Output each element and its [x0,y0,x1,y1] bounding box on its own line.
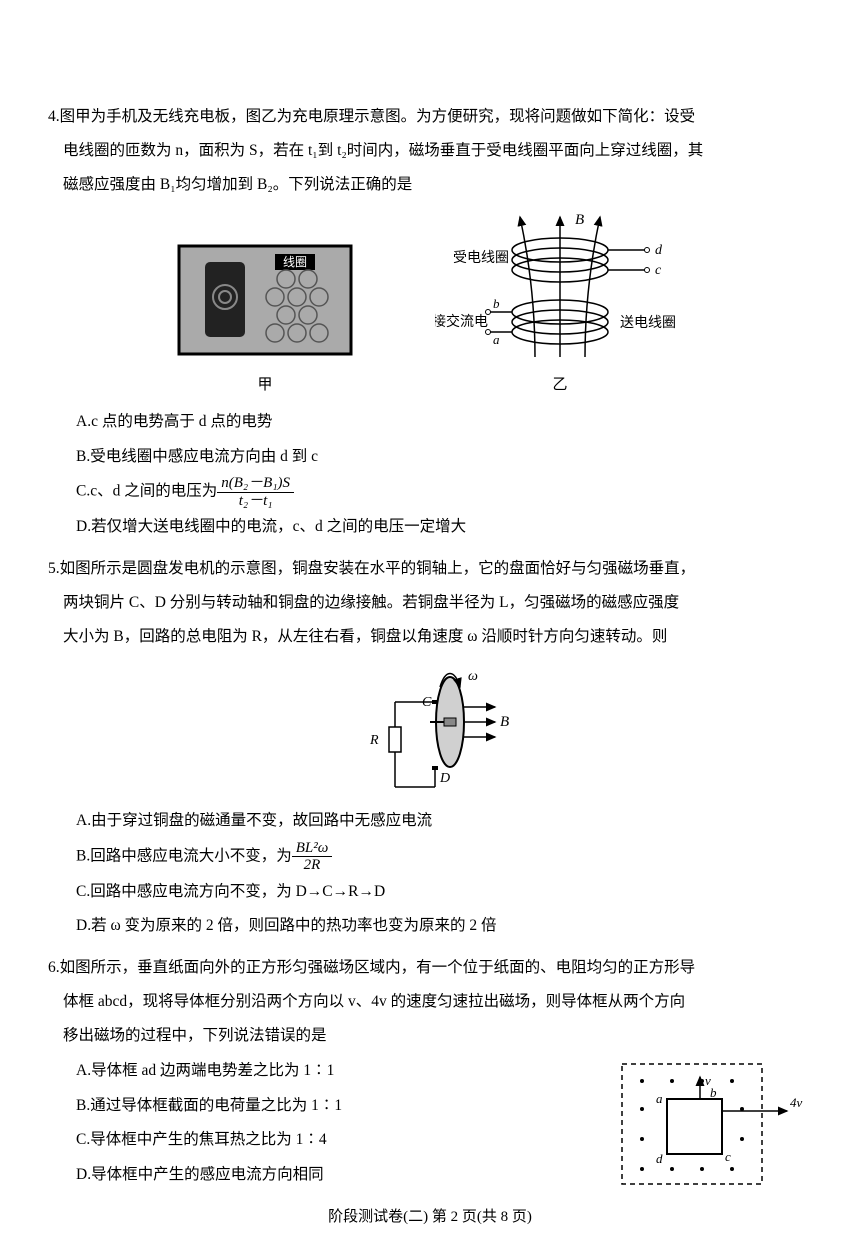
svg-text:d: d [655,243,663,258]
svg-text:c: c [655,263,662,278]
svg-text:受电线圈: 受电线圈 [453,250,509,266]
q4-fig-yi: B d c 受电线圈 b a [435,212,685,394]
q5-line2: 两块铜片 C、D 分别与转动轴和铜盘的边缘接触。若铜盘半径为 L，匀强磁场的磁感… [48,586,812,620]
q4-number: 4. [48,108,60,125]
q5-optD: D.若 ω 变为原来的 2 倍，则回路中的热功率也变为原来的 2 倍 [76,910,812,943]
q4-line1: 图甲为手机及无线充电板，图乙为充电原理示意图。为方便研究，现将问题做如下简化：设… [60,108,696,125]
q5-number: 5. [48,560,60,577]
q5-optA: A.由于穿过铜盘的磁通量不变，故回路中无感应电流 [76,805,812,838]
q4-optC: C.c、d 之间的电压为n(B₂－B₁)St₂－t₁ [76,475,812,509]
question-5: 5.如图所示是圆盘发电机的示意图，铜盘安装在水平的铜轴上，它的盘面恰好与匀强磁场… [48,552,812,943]
q4-yi-label: 乙 [435,373,685,394]
q6-line2: 体框 abcd，现将导体框分别沿两个方向以 v、4v 的速度匀速拉出磁场，则导体… [48,985,812,1019]
q6-line3: 移出磁场的过程中，下列说法错误的是 [48,1019,592,1053]
q4-text: 4.图甲为手机及无线充电板，图乙为充电原理示意图。为方便研究，现将问题做如下简化… [48,100,812,134]
svg-text:B: B [500,714,509,730]
q6-figure: a b c d v 4v [612,1019,812,1204]
q5-line3: 大小为 B，回路的总电阻为 R，从左往右看，铜盘以角速度 ω 沿顺时针方向匀速转… [48,620,812,654]
q6-optD: D.导体框中产生的感应电流方向相同 [76,1159,592,1192]
svg-text:v: v [705,1073,711,1088]
svg-text:c: c [725,1149,731,1164]
svg-text:b: b [710,1085,717,1100]
q5-options: A.由于穿过铜盘的磁通量不变，故回路中无感应电流 B.回路中感应电流大小不变，为… [48,805,812,943]
q4-options: A.c 点的电势高于 d 点的电势 B.受电线圈中感应电流方向由 d 到 c C… [48,406,812,544]
svg-text:线圈: 线圈 [283,255,307,269]
q6-line1: 如图所示，垂直纸面向外的正方形匀强磁场区域内，有一个位于纸面的、电阻均匀的正方形… [60,959,696,976]
phone-charger-icon: 线圈 [175,242,355,362]
svg-text:送电线圈: 送电线圈 [620,315,676,331]
svg-text:4v: 4v [790,1095,803,1110]
question-6: 6.如图所示，垂直纸面向外的正方形匀强磁场区域内，有一个位于纸面的、电阻均匀的正… [48,951,812,1204]
q4-fig-jia: 线圈 甲 [175,242,355,394]
q6-optB: B.通过导体框截面的电荷量之比为 1∶1 [76,1090,592,1123]
svg-text:B: B [575,212,584,228]
svg-text:ω: ω [468,669,478,684]
q5-optC: C.回路中感应电流方向不变，为 D→C→R→D [76,876,812,909]
coil-diagram-icon: B d c 受电线圈 b a [435,212,685,362]
q4-optB: B.受电线圈中感应电流方向由 d 到 c [76,441,812,474]
disc-generator-icon: ω B C D R [340,662,520,792]
q4-jia-label: 甲 [175,373,355,394]
q6-optC: C.导体框中产生的焦耳热之比为 1∶4 [76,1124,592,1157]
q5-text: 5.如图所示是圆盘发电机的示意图，铜盘安装在水平的铜轴上，它的盘面恰好与匀强磁场… [48,552,812,586]
q6-options: A.导体框 ad 边两端电势差之比为 1∶1 B.通过导体框截面的电荷量之比为 … [48,1055,592,1191]
svg-text:接交流电: 接交流电 [435,313,488,330]
q4-optD: D.若仅增大送电线圈中的电流，c、d 之间的电压一定增大 [76,511,812,544]
page-footer: 阶段测试卷(二) 第 2 页(共 8 页) [0,1205,860,1226]
q4-optA: A.c 点的电势高于 d 点的电势 [76,406,812,439]
svg-text:d: d [656,1151,663,1166]
q6-text: 6.如图所示，垂直纸面向外的正方形匀强磁场区域内，有一个位于纸面的、电阻均匀的正… [48,951,812,985]
question-4: 4.图甲为手机及无线充电板，图乙为充电原理示意图。为方便研究，现将问题做如下简化… [48,100,812,544]
svg-text:a: a [656,1091,663,1106]
q5-figure: ω B C D R [48,662,812,797]
q5-line1: 如图所示是圆盘发电机的示意图，铜盘安装在水平的铜轴上，它的盘面恰好与匀强磁场垂直… [60,560,696,577]
svg-text:R: R [369,733,379,748]
svg-text:D: D [439,771,450,786]
svg-text:a: a [493,332,500,347]
q6-optA: A.导体框 ad 边两端电势差之比为 1∶1 [76,1055,592,1088]
q4-figures: 线圈 甲 B [48,212,812,394]
q5-optB: B.回路中感应电流大小不变，为BL²ω2R [76,840,812,874]
q4-line2: 电线圈的匝数为 n，面积为 S，若在 t₁到 t₂时间内，磁场垂直于受电线圈平面… [48,134,812,168]
q6-number: 6. [48,959,60,976]
q4-line3: 磁感应强度由 B₁均匀增加到 B₂。下列说法正确的是 [48,168,812,202]
svg-text:b: b [493,296,500,311]
square-field-icon: a b c d v 4v [612,1049,812,1199]
